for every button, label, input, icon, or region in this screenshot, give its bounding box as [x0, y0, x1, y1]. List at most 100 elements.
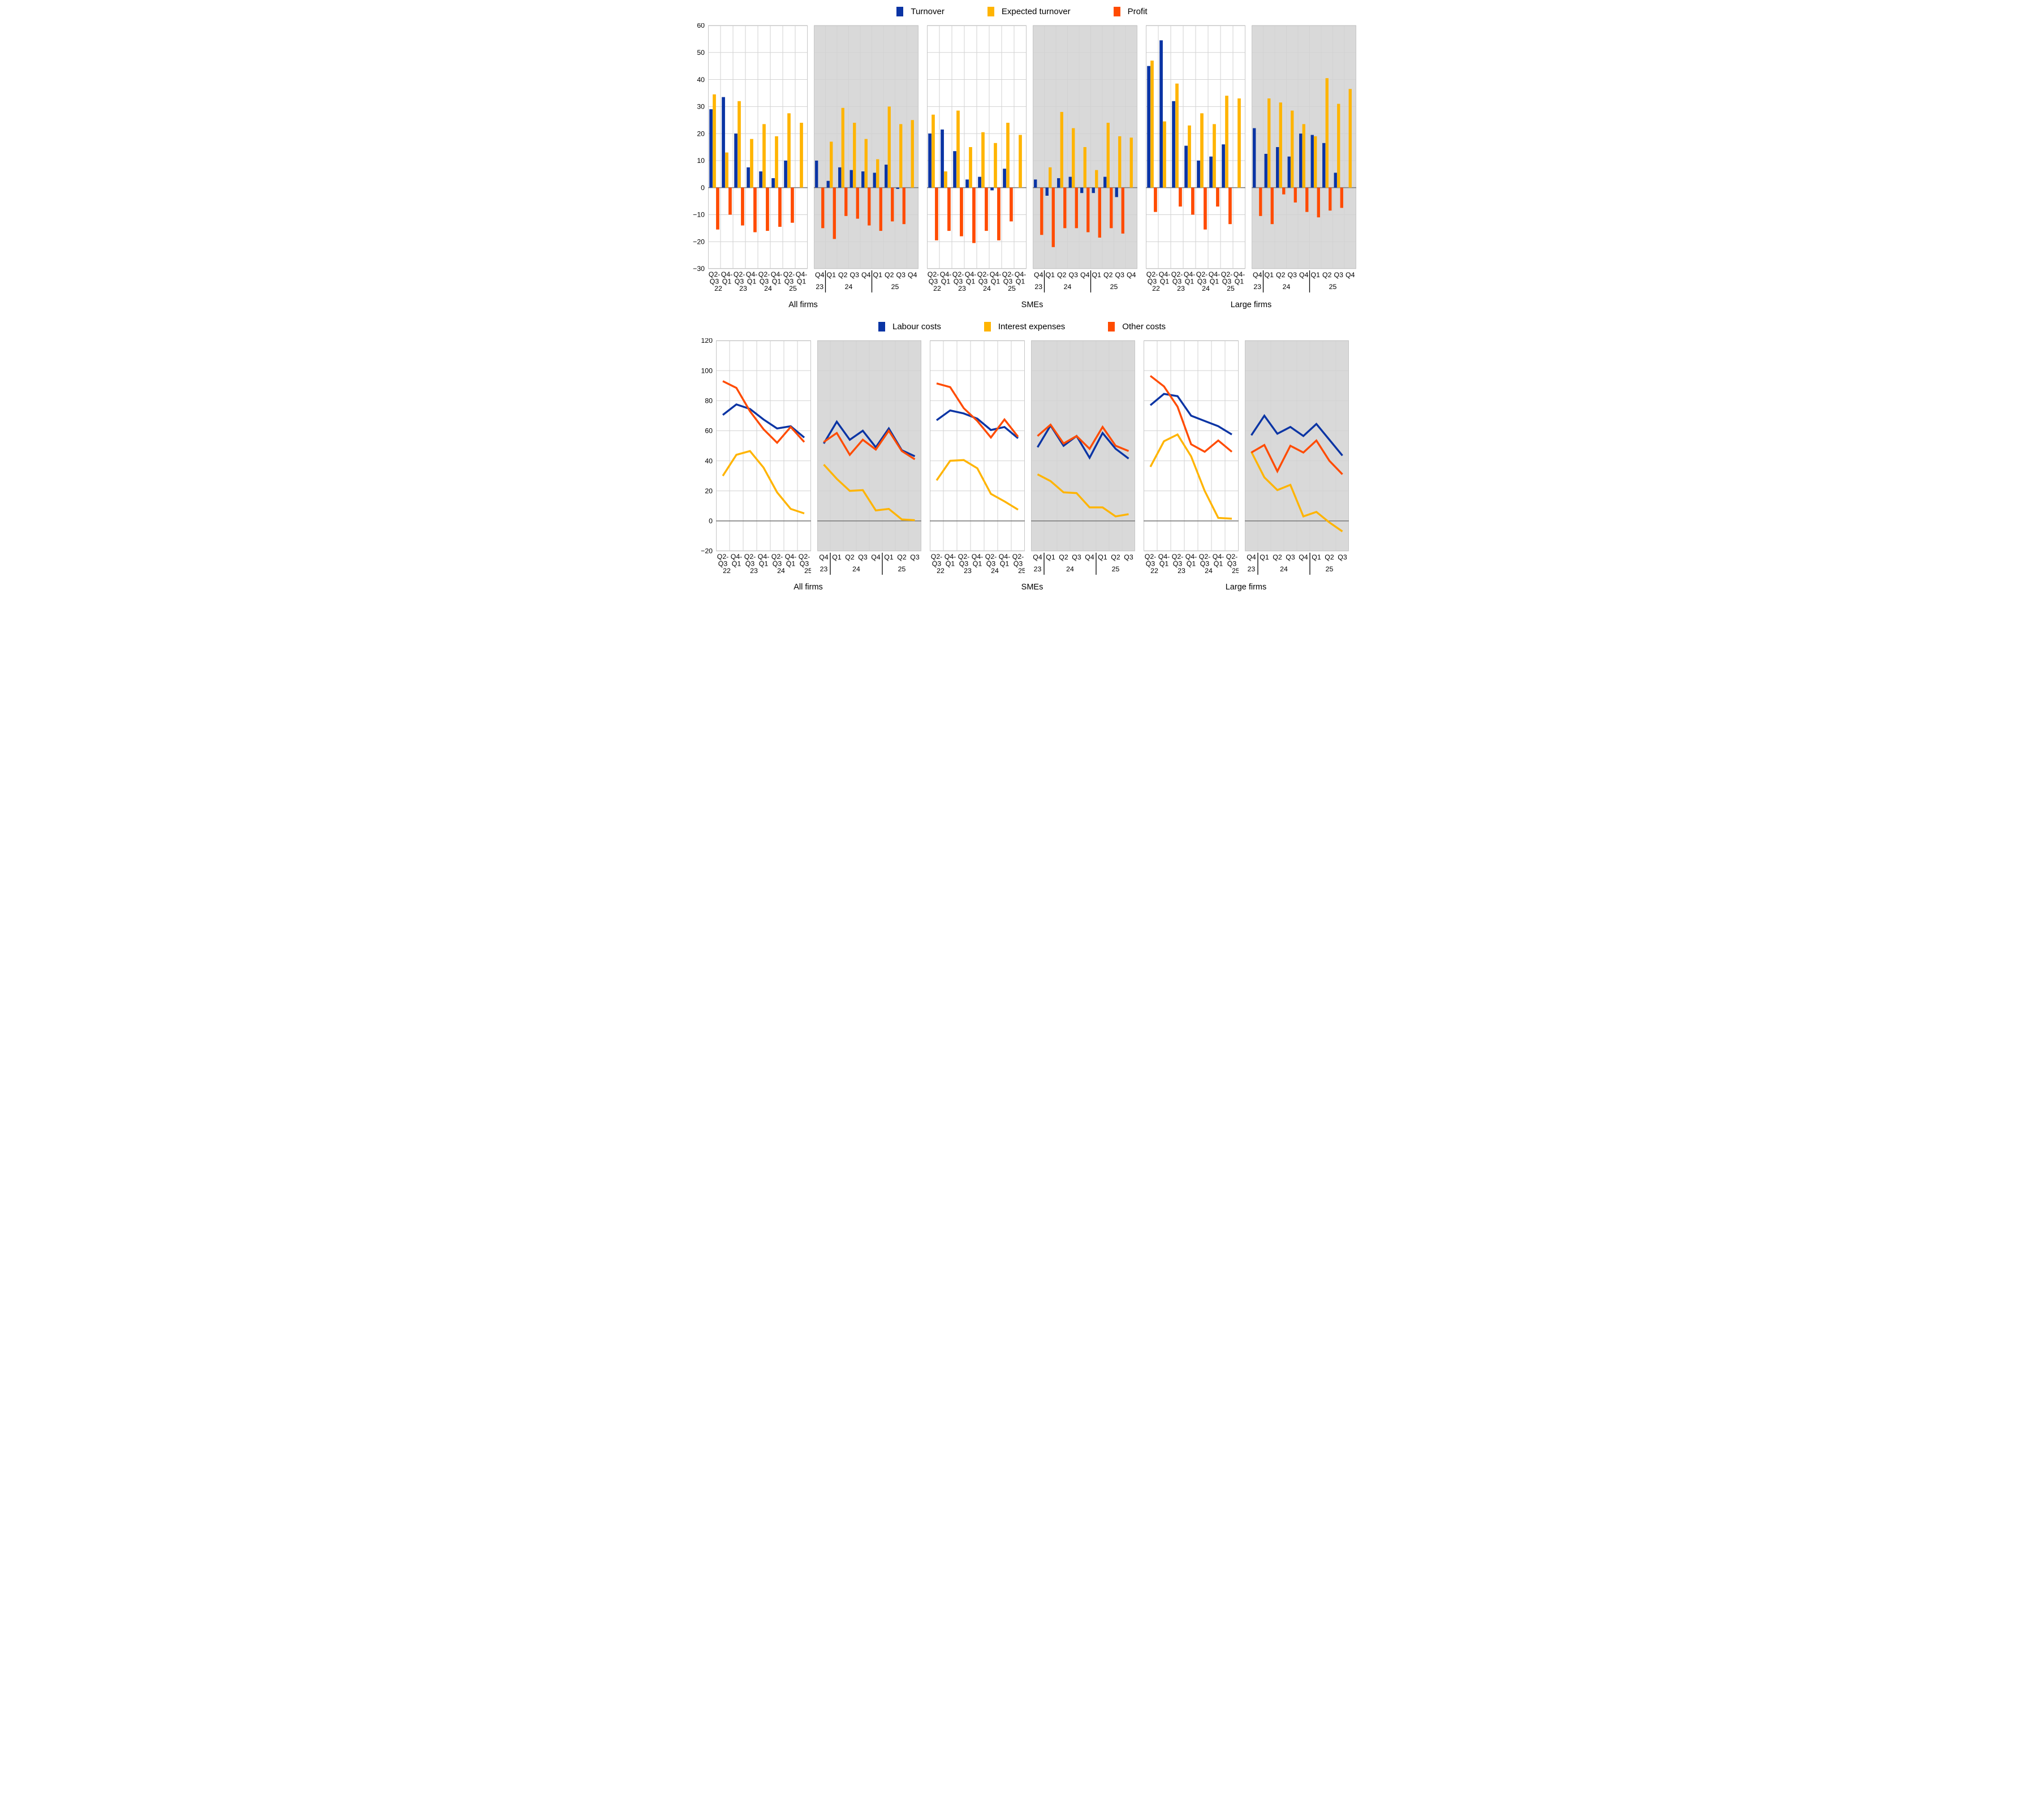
panel-bottom-large-firms-semiannual: Q2- Q3 22 Q4- Q1 Q2- Q3 23 Q4- Q1 Q2- Q3 24 Q4- Q1 Q2- Q… [1143, 338, 1239, 579]
x-tick-label: Q4- [1184, 270, 1196, 278]
x-tick-label: Q1 [1046, 553, 1055, 561]
x-tick-label: Q2 [897, 553, 907, 561]
bar [1006, 123, 1010, 188]
y-tick-label: −30 [693, 265, 705, 273]
line-series-orange [722, 380, 805, 445]
x-tick-label: Q2 [1325, 553, 1334, 561]
x-tick-label: Q1 [1311, 271, 1321, 279]
x-tick-label: Q3 [1013, 560, 1023, 568]
chart-panel: Q2-Q322Q4-Q1Q2-Q323Q4-Q1Q2-Q324Q4-Q1Q2-Q… [1146, 25, 1245, 292]
line [936, 382, 1019, 440]
x-year-label: 25 [1008, 285, 1016, 292]
bar [1150, 61, 1154, 188]
bar [1310, 135, 1314, 188]
bar [879, 187, 882, 231]
bar [747, 167, 750, 188]
bar [1098, 187, 1101, 238]
bar [1060, 111, 1063, 188]
x-tick-label: Q1 [722, 278, 732, 286]
bar [1225, 96, 1228, 188]
bar [849, 170, 853, 188]
x-tick-label: Q3 [1222, 278, 1232, 286]
panel-background [715, 341, 811, 551]
x-year-label: 25 [1325, 565, 1333, 573]
y-tick-label: −10 [693, 211, 705, 219]
x-tick-label: Q2 [1322, 271, 1332, 279]
bar [791, 187, 794, 223]
bar [1279, 102, 1282, 188]
x-tick-label: Q1 [941, 278, 951, 286]
bar [956, 110, 960, 188]
chart-panel: Q4 Q1 Q2 Q3 Q4 Q1 Q2 Q3 23 24 25 [1030, 340, 1135, 575]
group-bottom-smes: Q2- Q3 22 Q4- Q1 Q2- Q3 23 Q4- Q1 Q2- Q3 24 Q4- Q1 Q2- Q… [929, 338, 1135, 592]
bar [1340, 187, 1343, 208]
bar [728, 187, 732, 215]
y-tick-label: 0 [701, 184, 705, 192]
bar [1103, 176, 1107, 188]
bar [953, 151, 956, 188]
x-year-label: 24 [991, 567, 999, 575]
line-series-orange [1036, 423, 1129, 452]
x-tick-label: Q4 [908, 271, 917, 279]
x-tick-label: Q2- [952, 270, 964, 278]
bar [1188, 125, 1191, 188]
x-tick-label: Q2 [1059, 553, 1068, 561]
bar [1163, 121, 1166, 188]
x-tick-label: Q4- [796, 270, 808, 278]
group-caption: Large firms [1225, 583, 1267, 592]
bar [722, 97, 725, 188]
x-year-label: 23 [958, 285, 966, 292]
x-year-label: 25 [1111, 565, 1119, 573]
x-tick-label: Q1 [1186, 560, 1196, 568]
x-year-label: 22 [933, 285, 941, 292]
panel-top-all-firms-quarterly: Q4 Q1 Q2 Q3 Q4 Q1 Q2 Q3 Q4 23 24 25 [814, 23, 918, 295]
x-tick-label: Q3 [1069, 271, 1079, 279]
x-tick-label: Q3 [1197, 278, 1207, 286]
x-year-label: 22 [723, 567, 731, 575]
legend-item-expected-turnover: Expected turnover [987, 7, 1071, 16]
bar [944, 171, 947, 188]
x-year-label: 25 [1110, 283, 1118, 291]
x-tick-label: Q4- [721, 270, 733, 278]
bar [868, 187, 871, 226]
line [1037, 473, 1129, 518]
bar [1228, 187, 1232, 225]
x-tick-label: Q2 [1111, 553, 1120, 561]
bar [833, 187, 836, 239]
line-series-blue [1149, 393, 1232, 436]
profit-swatch-icon [1113, 7, 1120, 16]
x-tick-label: Q4- [944, 553, 956, 561]
panel-border [1033, 25, 1137, 269]
x-tick-label: Q3 [1145, 560, 1155, 568]
bar [713, 94, 716, 188]
bar [1075, 187, 1078, 229]
x-year-label: 22 [1152, 285, 1160, 292]
bar [1329, 187, 1332, 211]
bar-series-blue [928, 129, 1006, 191]
x-tick-label: Q3 [1124, 553, 1133, 561]
x-tick-label: Q3 [745, 560, 754, 568]
x-tick-label: Q2- [758, 270, 770, 278]
x-tick-label: Q2- [1146, 270, 1158, 278]
bar [911, 120, 914, 188]
bar [753, 187, 757, 233]
bar [891, 187, 894, 222]
legend-label: Other costs [1122, 322, 1166, 331]
bar [1209, 156, 1213, 188]
x-tick-label: Q1 [827, 271, 836, 279]
x-year-label: 24 [1066, 565, 1074, 573]
x-tick-label: Q2 [1273, 553, 1282, 561]
x-tick-label: Q4 [1034, 271, 1043, 279]
x-tick-label: Q3 [799, 560, 809, 568]
bar [1172, 101, 1175, 188]
legend-item-profit: Profit [1113, 7, 1148, 16]
legend-label: Turnover [911, 7, 945, 16]
bar [1003, 169, 1006, 188]
bar [990, 187, 994, 191]
x-tick-label: Q2- [958, 553, 969, 561]
line-series-yellow [1037, 473, 1129, 518]
bar [1110, 187, 1113, 229]
line-series-blue [1250, 414, 1343, 457]
x-tick-label: Q3 [772, 560, 782, 568]
bar [725, 152, 728, 188]
